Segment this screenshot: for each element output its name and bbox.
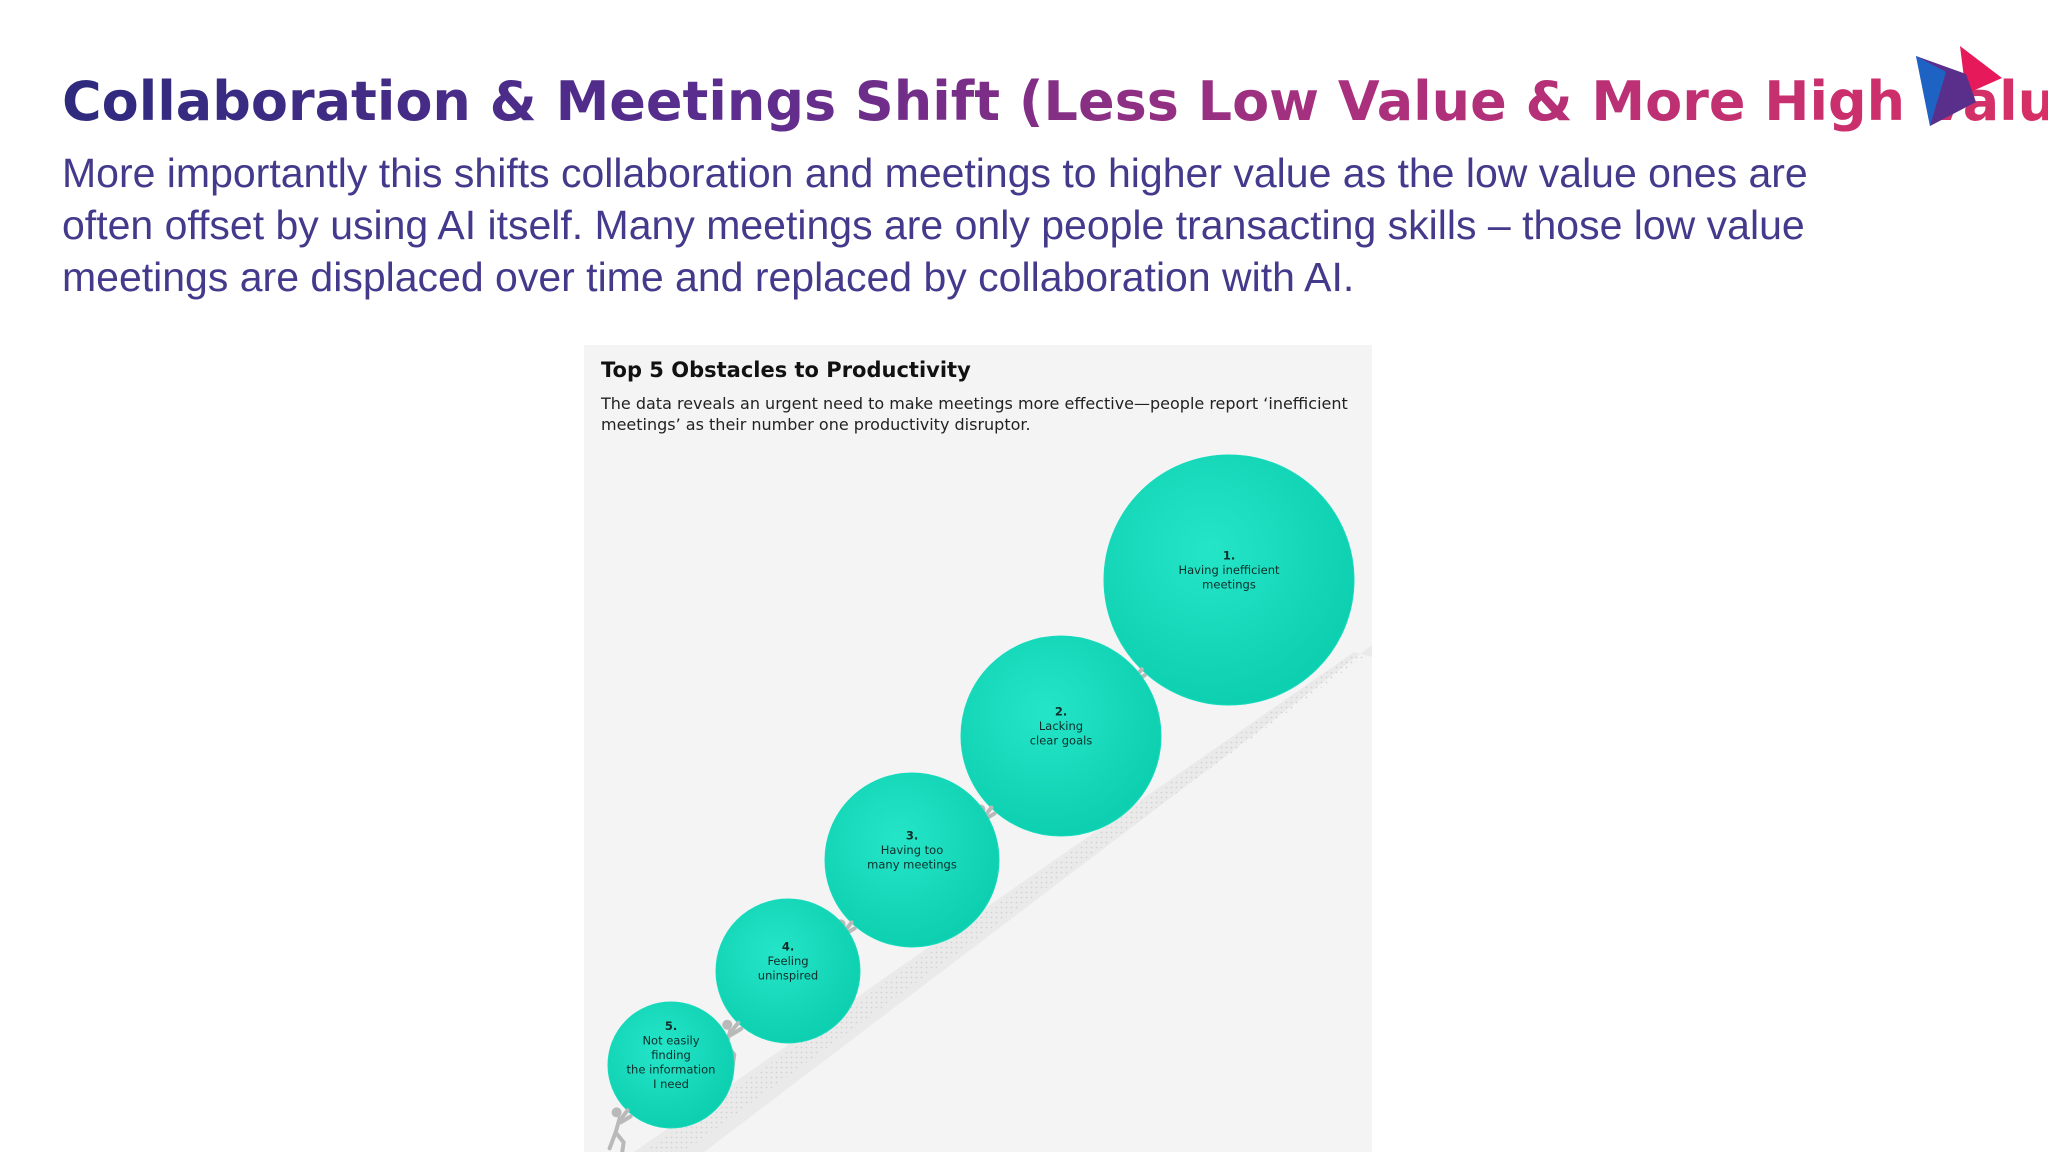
- slide-title: Collaboration & Meetings Shift (Less Low…: [62, 62, 2048, 142]
- obstacle-rank: 5.: [665, 1019, 677, 1033]
- obstacle-label-line: Not easily: [642, 1034, 699, 1048]
- obstacle-label-line: Having inefficient: [1178, 563, 1279, 577]
- obstacles-figure: Top 5 Obstacles to Productivity The data…: [584, 345, 1372, 1152]
- obstacle-label-line: many meetings: [867, 858, 957, 872]
- obstacle-label-line: meetings: [1202, 578, 1256, 592]
- obstacle-rank: 2.: [1055, 705, 1067, 719]
- obstacle-ball-5: [607, 1001, 735, 1129]
- figure-description: The data reveals an urgent need to make …: [601, 394, 1348, 434]
- obstacle-rank: 1.: [1223, 549, 1235, 563]
- obstacle-label-line: I need: [653, 1077, 689, 1091]
- obstacle-ball-3: [824, 772, 1000, 948]
- obstacle-label-line: the information: [627, 1063, 716, 1077]
- obstacle-ball-1: [1103, 454, 1355, 706]
- obstacle-label-line: finding: [651, 1048, 691, 1062]
- obstacle-ball-4: [715, 898, 861, 1044]
- slide-subtitle: More importantly this shifts collaborati…: [62, 150, 1808, 300]
- play-triangle-logo-icon: [1916, 46, 2002, 126]
- figure-title: Top 5 Obstacles to Productivity: [601, 358, 971, 382]
- climber-figure-5: [607, 1107, 633, 1152]
- obstacle-label-line: uninspired: [758, 969, 818, 983]
- obstacle-label-line: Having too: [881, 843, 944, 857]
- obstacle-label-line: Feeling: [767, 954, 808, 968]
- obstacle-rank: 4.: [782, 940, 794, 954]
- obstacle-rank: 3.: [906, 829, 918, 843]
- obstacle-label-line: Lacking: [1039, 719, 1083, 733]
- obstacle-label-line: clear goals: [1030, 734, 1093, 748]
- obstacle-ball-2: [960, 635, 1162, 837]
